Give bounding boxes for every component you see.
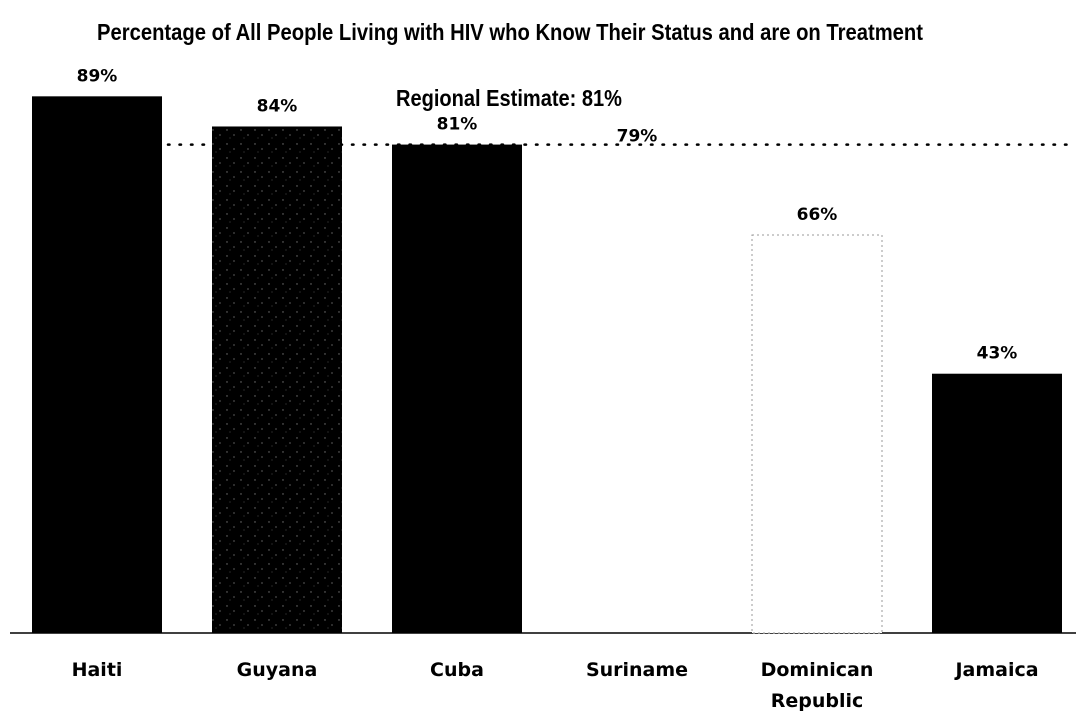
bar-dominican-republic <box>751 234 883 634</box>
category-label-suriname: Suriname <box>586 659 688 681</box>
chart-subtitle: Regional Estimate: 81% <box>396 85 622 111</box>
bar-cuba <box>392 144 522 633</box>
chart-title: Percentage of All People Living with HIV… <box>97 19 923 45</box>
value-label-suriname: 79% <box>617 127 658 147</box>
bar-jamaica <box>932 373 1062 633</box>
category-label-cuba: Cuba <box>430 659 484 681</box>
value-label-dominican-republic: 66% <box>797 205 838 225</box>
category-label-guyana: Guyana <box>237 659 318 681</box>
value-label-jamaica: 43% <box>977 344 1018 364</box>
category-label-haiti: Haiti <box>72 659 123 681</box>
value-label-cuba: 81% <box>437 115 478 135</box>
value-label-haiti: 89% <box>77 66 118 86</box>
category-label-jamaica: Jamaica <box>953 659 1038 681</box>
bar-guyana <box>212 126 342 633</box>
value-label-guyana: 84% <box>257 96 298 116</box>
bar-haiti <box>32 96 162 633</box>
bars-group: 89% Haiti 84% Guyana 81% Cuba 79% Suriname 66% Do… <box>32 66 1062 712</box>
category-label-dominican-republic: Dominican Republic <box>761 659 874 712</box>
